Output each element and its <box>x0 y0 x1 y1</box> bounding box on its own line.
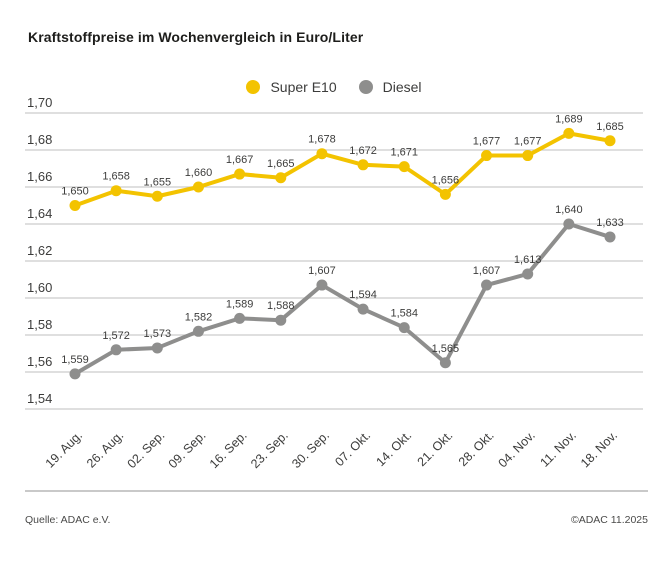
data-point-label: 1,594 <box>349 289 377 301</box>
x-tick-label: 09. Sep. <box>166 428 209 471</box>
source-note: Quelle: ADAC e.V. <box>25 514 111 526</box>
data-point-label: 1,584 <box>390 308 418 320</box>
data-point <box>563 218 575 230</box>
x-tick-label: 23. Sep. <box>248 428 291 471</box>
x-tick-label: 14. Okt. <box>373 428 414 469</box>
data-point-label: 1,677 <box>514 136 542 148</box>
data-point-label: 1,660 <box>185 167 213 179</box>
y-tick-label: 1,56 <box>27 354 52 369</box>
data-point-label: 1,689 <box>555 113 583 125</box>
diesel-swatch-icon <box>358 80 373 94</box>
data-point-label: 1,685 <box>596 121 624 133</box>
legend: Super E10 Diesel <box>0 79 668 95</box>
data-point <box>151 342 163 354</box>
y-tick-label: 1,58 <box>27 317 52 332</box>
data-point <box>522 150 534 162</box>
x-tick-label: 18. Nov. <box>578 428 620 470</box>
data-point-label: 1,582 <box>185 311 213 323</box>
data-point <box>192 181 204 193</box>
x-tick-label: 28. Okt. <box>456 428 497 469</box>
footer: Quelle: ADAC e.V. ©ADAC 11.2025 <box>25 490 648 526</box>
y-tick-label: 1,66 <box>27 169 52 184</box>
data-point <box>192 325 204 337</box>
data-point-label: 1,633 <box>596 217 624 229</box>
data-point <box>604 231 616 243</box>
data-point <box>275 172 287 184</box>
y-tick-label: 1,54 <box>27 391 52 406</box>
data-point <box>234 168 246 180</box>
data-point <box>275 314 287 326</box>
data-point <box>110 344 122 356</box>
data-point <box>439 357 451 369</box>
legend-label-diesel: Diesel <box>382 79 422 95</box>
data-point-label: 1,656 <box>432 174 460 186</box>
data-point-label: 1,573 <box>144 328 172 340</box>
data-point-label: 1,665 <box>267 158 295 170</box>
x-tick-label: 02. Sep. <box>125 428 168 471</box>
data-point <box>316 148 328 160</box>
data-point-label: 1,607 <box>308 265 336 277</box>
copyright-note: ©ADAC 11.2025 <box>570 514 648 526</box>
data-point-label: 1,655 <box>144 176 172 188</box>
data-point <box>604 135 616 147</box>
data-point <box>481 279 493 291</box>
legend-item-diesel: Diesel <box>358 79 422 95</box>
data-point <box>110 185 122 197</box>
y-tick-label: 1,70 <box>27 95 52 110</box>
data-point-label: 1,658 <box>102 171 130 183</box>
data-point <box>69 368 81 380</box>
x-tick-label: 26. Aug. <box>84 428 126 470</box>
x-tick-label: 30. Sep. <box>289 428 332 471</box>
data-point <box>522 268 534 280</box>
legend-item-super-e10: Super E10 <box>246 79 337 95</box>
data-point-label: 1,607 <box>473 265 501 277</box>
data-point <box>357 303 369 315</box>
data-point-label: 1,589 <box>226 298 254 310</box>
data-point <box>398 322 410 334</box>
data-point-label: 1,667 <box>226 154 254 166</box>
x-tick-label: 11. Nov. <box>537 428 579 470</box>
data-point <box>151 190 163 202</box>
data-point <box>481 150 493 162</box>
x-tick-label: 07. Okt. <box>332 428 373 469</box>
data-point <box>563 127 575 139</box>
data-point-label: 1,678 <box>308 134 336 146</box>
x-tick-label: 21. Okt. <box>415 428 456 469</box>
super-e10-swatch-icon <box>246 80 261 94</box>
data-point <box>398 161 410 173</box>
y-tick-label: 1,62 <box>27 243 52 258</box>
data-point <box>357 159 369 171</box>
data-point-label: 1,672 <box>349 145 377 157</box>
data-point <box>316 279 328 291</box>
series-line <box>73 131 612 208</box>
data-point-label: 1,650 <box>61 186 89 198</box>
data-point <box>234 312 246 324</box>
legend-label-super-e10: Super E10 <box>270 79 337 95</box>
data-point-label: 1,640 <box>555 204 583 216</box>
y-tick-label: 1,60 <box>27 280 52 295</box>
x-tick-label: 16. Sep. <box>207 428 250 471</box>
data-point-label: 1,613 <box>514 254 542 266</box>
y-tick-label: 1,68 <box>27 132 52 147</box>
data-point <box>439 188 451 200</box>
data-point-label: 1,565 <box>432 343 460 355</box>
series-line <box>73 222 612 376</box>
y-tick-label: 1,64 <box>27 206 52 221</box>
x-tick-label: 04. Nov. <box>496 428 538 470</box>
x-tick-label: 19. Aug. <box>43 428 85 470</box>
chart-title: Kraftstoffpreise im Wochenvergleich in E… <box>28 29 364 45</box>
data-point-label: 1,572 <box>102 330 130 342</box>
data-point-label: 1,559 <box>61 354 89 366</box>
data-point-label: 1,588 <box>267 300 295 312</box>
data-point-label: 1,671 <box>390 147 418 159</box>
data-point-label: 1,677 <box>473 136 501 148</box>
data-point <box>69 200 81 211</box>
